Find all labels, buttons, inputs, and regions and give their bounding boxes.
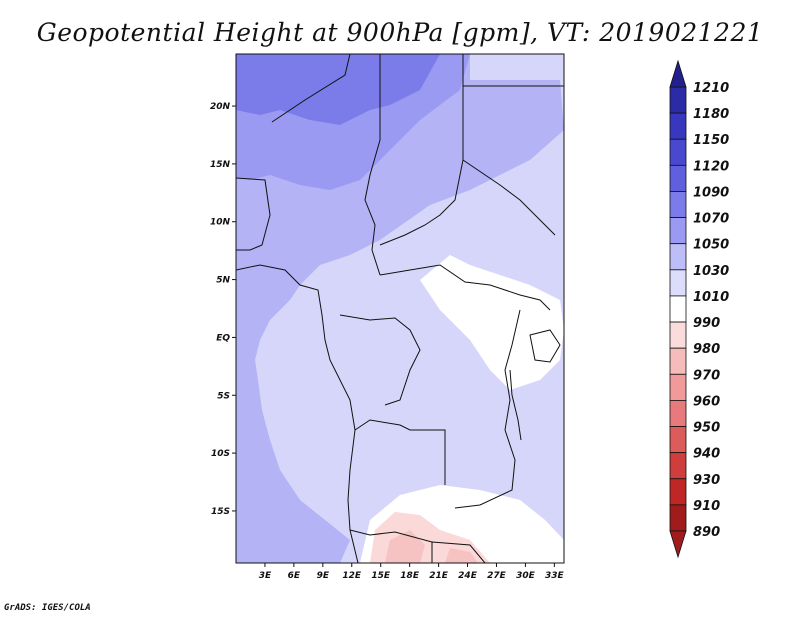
lon-tick-label: 9E bbox=[317, 571, 330, 581]
colorbar-segment bbox=[669, 138, 687, 166]
colorbar-segment bbox=[669, 164, 687, 192]
lat-tick-label: 10N bbox=[210, 218, 231, 228]
lon-tick-label: 30E bbox=[516, 571, 536, 581]
colorbar-label: 1070 bbox=[693, 212, 729, 227]
colorbar-label: 1120 bbox=[693, 159, 729, 174]
lat-tick-label: 20N bbox=[210, 102, 231, 112]
colorbar-segment bbox=[669, 112, 687, 140]
field-1010-central bbox=[420, 255, 564, 390]
lon-tick-label: 18E bbox=[400, 571, 420, 581]
colorbar-segment bbox=[669, 504, 687, 532]
colorbar-segment bbox=[669, 295, 687, 323]
colorbar-segment bbox=[669, 86, 687, 114]
colorbar-label: 1210 bbox=[693, 81, 729, 96]
lake-victoria bbox=[529, 329, 561, 363]
colorbar-segment bbox=[669, 191, 687, 218]
colorbar-label: 960 bbox=[693, 394, 720, 409]
colorbar: 1210 1180 1150 1120 1090 1070 1050 1030 1010 990 9… bbox=[669, 59, 729, 559]
colorbar-label: 1090 bbox=[693, 185, 729, 200]
country-borders bbox=[236, 54, 564, 563]
lat-tick-label: 10S bbox=[211, 449, 230, 459]
border-angola bbox=[354, 419, 446, 485]
colorbar-segment bbox=[669, 373, 687, 401]
colorbar-segment bbox=[669, 478, 687, 506]
coastline-west bbox=[236, 264, 359, 563]
border-central bbox=[379, 264, 551, 311]
border-south bbox=[349, 529, 486, 563]
lon-tick-label: 12E bbox=[342, 571, 362, 581]
colorbar-label: 990 bbox=[693, 316, 720, 331]
lat-tick-label: EQ bbox=[216, 333, 230, 343]
lat-tick-label: 5S bbox=[217, 391, 230, 401]
field-980-region bbox=[385, 530, 478, 563]
colorbar-segment bbox=[669, 243, 687, 271]
height-field bbox=[236, 54, 564, 563]
colorbar-label: 940 bbox=[693, 447, 720, 462]
colorbar-label: 1050 bbox=[693, 238, 729, 253]
colorbar-label: 1010 bbox=[693, 290, 729, 305]
lon-tick-label: 24E bbox=[458, 571, 478, 581]
colorbar-label: 930 bbox=[693, 473, 720, 488]
border-sahel bbox=[236, 177, 271, 251]
colorbar-segment bbox=[669, 347, 687, 375]
lat-tick-label: 15S bbox=[211, 507, 230, 517]
colorbar-segment bbox=[669, 217, 687, 245]
lon-tick-label: 27E bbox=[487, 571, 507, 581]
colorbar-segment bbox=[669, 269, 687, 297]
colorbar-label: 950 bbox=[693, 421, 720, 436]
credit-label: GrADS: IGES/COLA bbox=[4, 603, 91, 613]
axis-ticks: 20N 15N 10N 5N EQ 5S 10S 15S 3E 6E 9E 12E 15E 18E 21E 2… bbox=[210, 102, 565, 581]
border-drc-east bbox=[454, 309, 521, 509]
colorbar-segment bbox=[669, 426, 687, 454]
colorbar-label: 910 bbox=[693, 499, 720, 514]
lon-tick-label: 15E bbox=[371, 571, 391, 581]
lon-tick-label: 3E bbox=[259, 571, 272, 581]
colorbar-top-arrow bbox=[669, 59, 687, 88]
border-north-2 bbox=[364, 54, 381, 276]
lat-tick-label: 15N bbox=[210, 160, 231, 170]
colorbar-segment bbox=[669, 321, 687, 349]
lat-tick-label: 5N bbox=[216, 276, 230, 286]
map-frame bbox=[235, 53, 565, 564]
colorbar-label: 980 bbox=[693, 342, 720, 357]
lon-tick-label: 21E bbox=[429, 571, 449, 581]
field-1090-region bbox=[236, 54, 440, 125]
border-north-1 bbox=[271, 54, 351, 123]
colorbar-segment bbox=[669, 400, 687, 427]
colorbar-segment bbox=[669, 452, 687, 480]
lon-tick-label: 6E bbox=[288, 571, 301, 581]
border-east bbox=[462, 85, 564, 236]
lon-tick-label: 33E bbox=[545, 571, 565, 581]
map-title: Geopotential Height at 900hPa [gpm], VT:… bbox=[36, 18, 764, 47]
colorbar-label: 970 bbox=[693, 368, 720, 383]
colorbar-label: 1180 bbox=[693, 107, 729, 122]
colorbar-bottom-arrow bbox=[669, 530, 687, 559]
colorbar-label: 1030 bbox=[693, 264, 729, 279]
colorbar-label: 890 bbox=[693, 525, 720, 540]
border-congo bbox=[339, 314, 421, 406]
colorbar-label: 1150 bbox=[693, 133, 729, 148]
lake-tanganyika bbox=[509, 369, 522, 441]
